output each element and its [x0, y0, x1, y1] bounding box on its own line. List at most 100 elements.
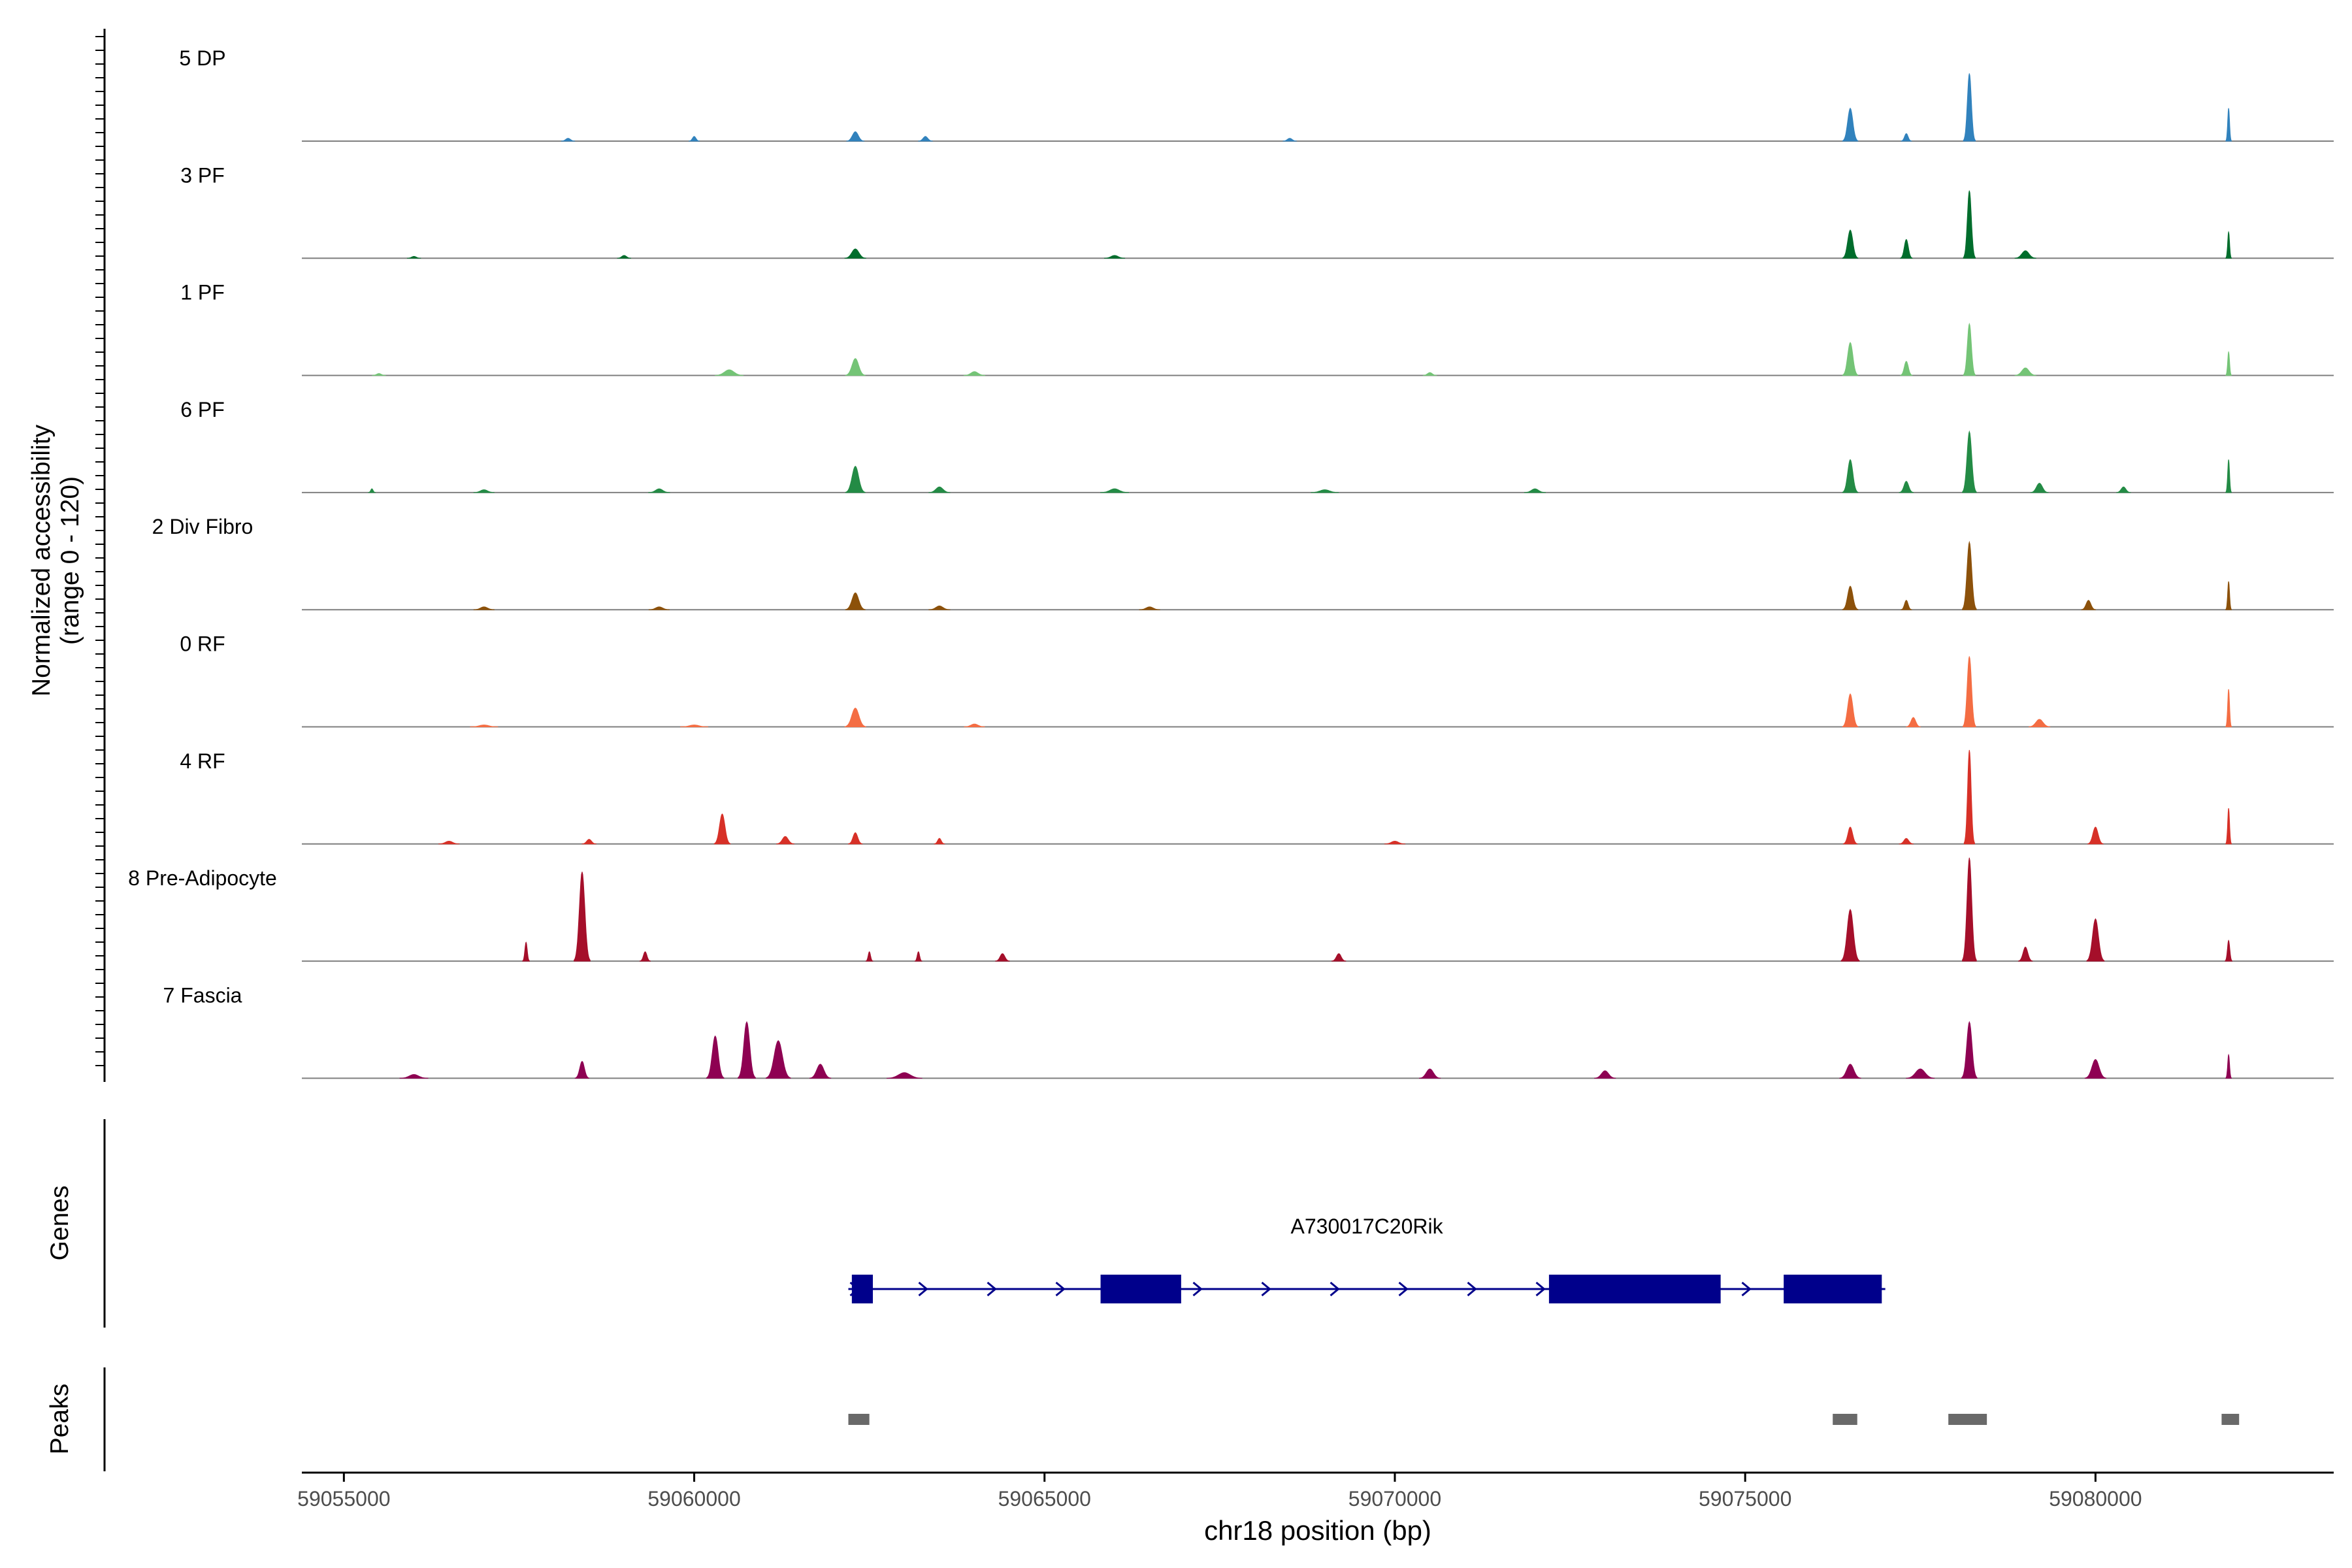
coverage-peak	[1901, 133, 1912, 142]
coverage-peak	[2225, 689, 2232, 727]
coverage-peak	[766, 1040, 791, 1079]
track-3-pf: 3 PF	[180, 163, 2334, 259]
peaks-panel-label: Peaks	[46, 1384, 74, 1454]
peak-region	[1948, 1414, 1987, 1425]
coverage-peak	[680, 725, 709, 727]
coverage-peak	[689, 136, 700, 142]
track-7-fascia: 7 Fascia	[163, 983, 2334, 1079]
coverage-peak	[964, 723, 985, 727]
coverage-peak	[561, 138, 576, 142]
track-label: 0 RF	[180, 632, 225, 656]
strand-arrow	[1055, 1281, 1066, 1297]
coverage-peak	[2014, 250, 2036, 259]
coverage-peak	[372, 373, 386, 376]
coverage-peak	[845, 592, 866, 610]
x-tick-label: 59060000	[647, 1487, 740, 1511]
coverage-peak	[887, 1072, 923, 1079]
track-label: 1 PF	[180, 281, 225, 304]
coverage-peak	[1311, 489, 1339, 493]
coverage-peak	[399, 1074, 429, 1079]
coverage-peak	[865, 951, 874, 962]
coverage-peak	[738, 1021, 756, 1079]
coverage-peak	[438, 840, 460, 845]
coverage-peak	[1900, 238, 1913, 259]
coverage-peak	[2081, 600, 2096, 610]
coverage-peak	[1962, 430, 1977, 493]
coverage-peak	[1900, 361, 1913, 376]
y-axis-title-line1: Normalized accessibility	[27, 424, 56, 696]
coverage-peak	[1840, 908, 1860, 962]
coverage-peak	[1962, 857, 1977, 962]
coverage-peak	[1901, 600, 1912, 610]
peaks-panel	[848, 1414, 2240, 1425]
coverage-peak	[1384, 840, 1406, 845]
strand-arrow	[1330, 1281, 1340, 1297]
strand-arrow	[1192, 1281, 1203, 1297]
coverage-peak	[2225, 808, 2232, 845]
coverage-peak	[406, 255, 421, 259]
track-label: 8 Pre-Adipocyte	[128, 866, 277, 890]
coverage-y-ticks	[95, 36, 105, 1066]
track-label: 2 Div Fibro	[152, 515, 253, 538]
coverage-peak	[715, 369, 744, 376]
coverage-peak	[1963, 190, 1976, 259]
x-tick-label: 59070000	[1348, 1487, 1441, 1511]
track-label: 7 Fascia	[163, 983, 242, 1007]
coverage-peak	[2225, 231, 2232, 259]
coverage-peak	[846, 131, 865, 142]
coverage-peak	[914, 951, 923, 962]
coverage-peak	[473, 606, 495, 610]
coverage-peak	[928, 486, 951, 493]
coverage-peak	[1842, 585, 1859, 610]
x-axis: 59055000 59060000 59065000 59070000 59075000…	[297, 1473, 2142, 1511]
coverage-peak	[2225, 581, 2232, 610]
coverage-peak	[2225, 108, 2232, 142]
coverage-peak	[1963, 322, 1976, 376]
coverage-peak	[2225, 1053, 2232, 1079]
peak-region	[2221, 1414, 2240, 1425]
gene-name-label: A730017C20Rik	[1291, 1215, 1444, 1238]
coverage-peak	[1962, 540, 1977, 610]
coverage-peak	[706, 1035, 725, 1079]
coverage-peak	[2225, 350, 2232, 376]
coverage-peak	[1842, 229, 1859, 259]
track-8-pre-adipocyte: 8 Pre-Adipocyte	[128, 857, 2334, 962]
coverage-peak	[1899, 838, 1914, 845]
x-tick-label: 59080000	[2049, 1487, 2142, 1511]
coverage-peak	[2014, 367, 2036, 376]
coverage-peak	[368, 488, 376, 493]
coverage-peak	[776, 836, 794, 845]
coverage-peak	[1899, 480, 1914, 493]
track-label: 6 PF	[180, 398, 225, 421]
coverage-peak	[1594, 1070, 1616, 1079]
coverage-peak	[844, 708, 866, 727]
coverage-peak	[963, 371, 986, 376]
coverage-peak	[617, 255, 632, 259]
coverage-peak	[574, 1060, 590, 1079]
coverage-peak	[1842, 459, 1859, 493]
coverage-peak	[2029, 719, 2051, 727]
x-tick-label: 59065000	[998, 1487, 1091, 1511]
strand-arrow	[1535, 1281, 1546, 1297]
strand-arrow	[1261, 1281, 1271, 1297]
strand-arrow	[987, 1281, 997, 1297]
coverage-peak	[1842, 107, 1859, 142]
coverage-peak	[470, 725, 498, 727]
coverage-peak	[1906, 1068, 1935, 1079]
coverage-peak	[995, 953, 1010, 962]
coverage-peak	[1961, 1021, 1978, 1079]
track-2-div-fibro: 2 Div Fibro	[152, 515, 2334, 611]
track-6-pf: 6 PF	[180, 398, 2334, 493]
coverage-peak	[844, 248, 866, 259]
coverage-peak	[648, 606, 670, 610]
track-0-rf: 0 RF	[180, 632, 2334, 728]
coverage-tracks: 5 DP 3 PF 1 PF 6 PF 2 Div Fibro 0 RF 4 RF 8 Pre…	[128, 46, 2334, 1079]
track-label: 4 RF	[180, 749, 225, 773]
track-1-pf: 1 PF	[180, 281, 2334, 376]
coverage-peak	[2116, 486, 2131, 493]
coverage-peak	[845, 358, 866, 376]
gene-exon	[1100, 1275, 1181, 1303]
coverage-peak	[1282, 138, 1297, 142]
coverage-peak	[713, 813, 731, 845]
